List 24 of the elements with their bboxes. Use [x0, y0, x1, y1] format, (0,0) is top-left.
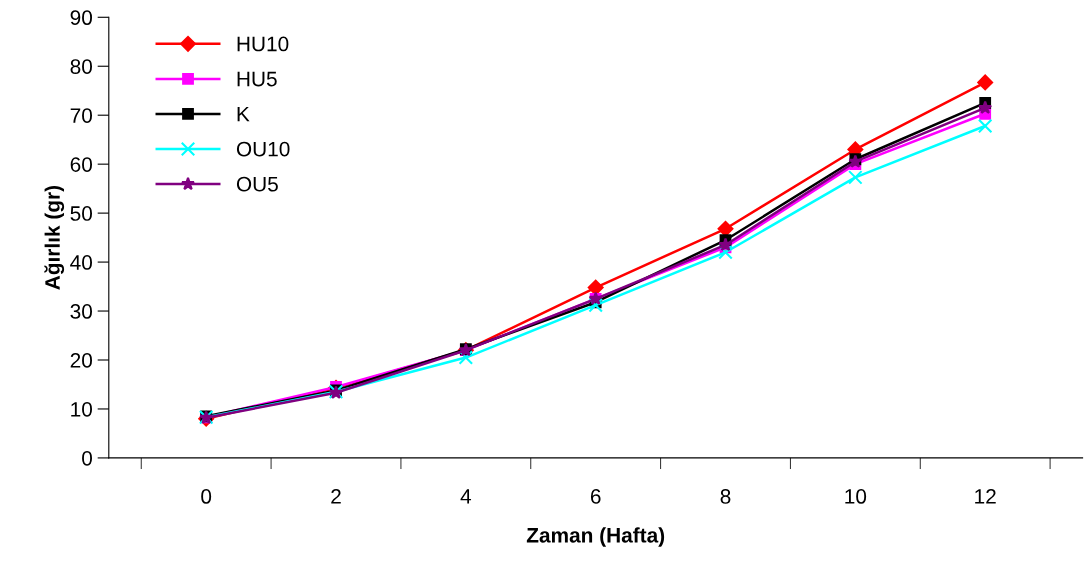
y-tick-label: 50	[70, 206, 93, 221]
y-axis-title: Ağırlık (gr)	[44, 185, 65, 290]
x-tick-label: 2	[331, 489, 341, 504]
x-tick-label: 6	[590, 489, 601, 504]
y-tick-label: 0	[82, 450, 93, 466]
y-tick-label: 20	[70, 353, 93, 368]
x-tick-label: 10	[845, 489, 867, 504]
x-tick-label: 12	[975, 489, 996, 504]
y-tick-label: 70	[70, 108, 93, 123]
legend-label: OU10	[236, 141, 290, 157]
legend-label: OU5	[236, 176, 278, 192]
y-tick-label: 30	[70, 304, 93, 319]
x-tick-label: 0	[201, 489, 212, 504]
x-tick-label: 8	[720, 489, 731, 504]
x-axis-title: Zaman (Hafta)	[526, 527, 665, 547]
x-tick-label: 4	[460, 489, 472, 504]
y-tick-label: 80	[70, 59, 93, 74]
y-tick-label: 10	[71, 401, 93, 417]
legend-label: K	[237, 106, 250, 122]
legend-label: HU5	[237, 71, 277, 87]
y-tick-label: 40	[70, 255, 93, 270]
y-tick-label: 60	[70, 157, 93, 172]
y-tick-label: 90	[70, 10, 93, 26]
legend-label: HU10	[237, 36, 289, 52]
